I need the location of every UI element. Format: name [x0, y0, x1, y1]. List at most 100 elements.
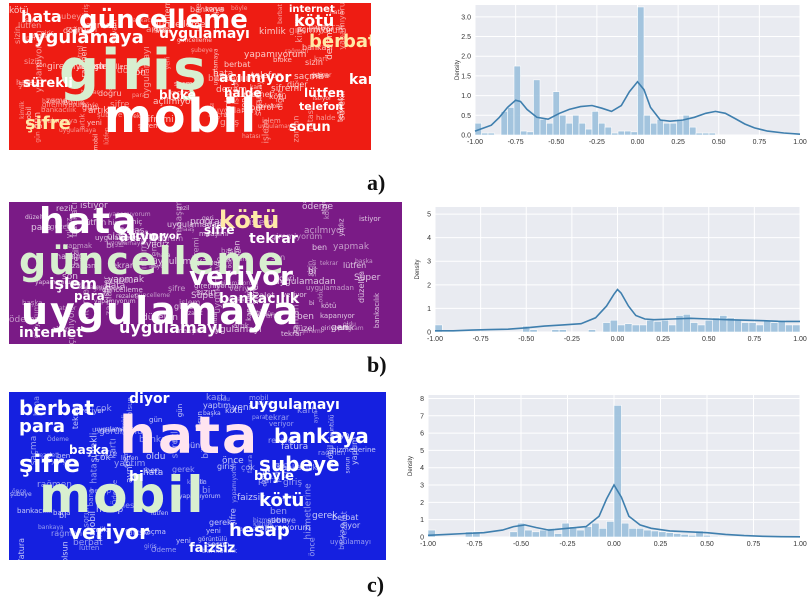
y-tick-label: 0.5 — [461, 113, 471, 120]
histogram-bar — [621, 522, 630, 538]
cloud-word-major: hata — [119, 406, 260, 466]
cloud-word: uygulamayı — [214, 106, 261, 115]
cloud-word: sorun — [207, 540, 230, 549]
cloud-word: diyor — [57, 458, 73, 465]
cloud-word: hatası — [242, 133, 261, 140]
cloud-word: düzeltin — [25, 214, 49, 221]
cloud-word: lütfen — [343, 261, 367, 270]
cloud-word: rezalet — [182, 310, 203, 317]
cloud-word: maaşımı — [176, 327, 206, 335]
x-tick-label: 0.00 — [611, 336, 625, 343]
cloud-word: tekrar — [317, 23, 345, 33]
cloud-word-major: güncelleme — [19, 239, 286, 283]
cloud-word: uygulamaya — [59, 127, 97, 134]
cloud-word: istiyor — [313, 95, 332, 102]
cloud-word: Süper — [354, 273, 381, 283]
cloud-word-major: internet — [289, 4, 335, 15]
cloud-word: bi — [308, 267, 317, 277]
histogram-bar — [598, 528, 607, 538]
cloud-word: başka — [221, 247, 242, 255]
cloud-word: veriyor — [80, 407, 105, 415]
y-tick-label: 7 — [420, 413, 424, 420]
histogram-bar — [533, 79, 541, 136]
cloud-word: güncelleme — [94, 63, 135, 71]
cloud-word: para — [311, 71, 330, 80]
cloud-word: kontrol — [169, 89, 194, 97]
cloud-word: yapamıyorum — [109, 211, 151, 218]
cloud-word: istiyor — [80, 202, 108, 211]
cloud-word: sizin — [305, 58, 323, 67]
x-tick-label: -0.75 — [467, 541, 483, 548]
x-tick-label: 1.00 — [793, 336, 807, 343]
cloud-word-major: halde — [224, 86, 262, 100]
cloud-word: lütfen — [131, 229, 149, 236]
cloud-word: bankaya — [42, 98, 68, 105]
cloud-word: rağmen — [82, 21, 117, 31]
histogram-bar — [561, 522, 570, 538]
x-tick-label: -0.25 — [564, 336, 580, 343]
cloud-word-major: kötü — [219, 206, 280, 234]
cloud-word-major: internet — [19, 325, 84, 341]
cloud-word: berbat — [332, 513, 359, 522]
histogram-bar — [434, 324, 443, 333]
histogram-bar — [708, 132, 716, 136]
cloud-word: program — [149, 234, 184, 243]
cloud-word: artık — [266, 312, 282, 320]
cloud-word: kimlik — [187, 479, 205, 486]
x-tick-label: -0.50 — [513, 541, 529, 548]
cloud-word: güncelleme — [135, 292, 170, 299]
cloud-word: giremiyorum — [271, 232, 323, 241]
cloud-word-major: veriyor — [189, 262, 293, 292]
cloud-word: gerek — [312, 511, 338, 521]
cloud-word: mobil — [249, 394, 269, 402]
cloud-word: giriş — [217, 462, 234, 471]
cloud-word: doğru — [98, 89, 122, 98]
cloud-word: oldu — [107, 232, 127, 242]
cloud-word: çok — [95, 453, 111, 463]
cloud-word: para — [132, 92, 146, 99]
cloud-word: saçma — [294, 72, 324, 82]
histogram-bar — [472, 531, 481, 538]
cloud-word: giremiyorum — [289, 26, 347, 36]
cloud-word-major: kötü — [259, 490, 305, 511]
cloud-word: program — [190, 217, 229, 227]
cloud-word-major: giriş — [59, 38, 209, 103]
cloud-word-major: hata — [21, 7, 62, 26]
cloud-word: rezalet — [247, 291, 275, 300]
cloud-word-major: uygulamaya — [21, 289, 301, 333]
cloud-word: uygulamayı — [92, 426, 133, 434]
cloud-word: rağmen — [285, 48, 309, 55]
x-tick-label: 0.50 — [700, 541, 714, 548]
cloud-word: atıyor — [149, 263, 167, 270]
cloud-word-major: faizsiz — [189, 541, 236, 556]
cloud-word-major: bi — [129, 469, 144, 485]
cloud-word: yapamıyorum — [94, 298, 136, 305]
cloud-word: bankacılık — [277, 463, 318, 472]
cloud-word: uygulamaya — [34, 117, 78, 125]
x-tick-label: 0.00 — [607, 541, 621, 548]
cloud-word: görüntülü — [99, 427, 143, 437]
cloud-word: para — [26, 35, 40, 42]
x-tick-label: 0.75 — [748, 336, 762, 343]
cloud-word: bi — [309, 300, 315, 307]
cloud-word: ödeme — [302, 202, 334, 212]
cloud-word: son — [271, 516, 287, 526]
cloud-word: telefon — [251, 71, 283, 81]
histogram-bar — [604, 126, 612, 136]
x-tick-label: 0.75 — [747, 541, 761, 548]
cloud-word: lütfen — [83, 218, 107, 227]
kde-curve — [427, 483, 801, 538]
y-tick-label: 3 — [427, 259, 431, 266]
cloud-word-major: hesap — [229, 520, 290, 541]
cloud-word: hiç — [108, 219, 119, 227]
cloud-word: başka — [22, 299, 43, 307]
cloud-word: berbat — [73, 538, 103, 548]
cloud-word: saçma — [209, 111, 232, 119]
cloud-word: gün — [82, 103, 98, 112]
y-tick-label: 4 — [427, 235, 431, 242]
y-tick-label: 0 — [420, 535, 424, 542]
x-tick-label: -0.50 — [548, 139, 564, 146]
cloud-word: hiç — [70, 252, 84, 262]
cloud-word: faizsiz — [237, 493, 265, 503]
